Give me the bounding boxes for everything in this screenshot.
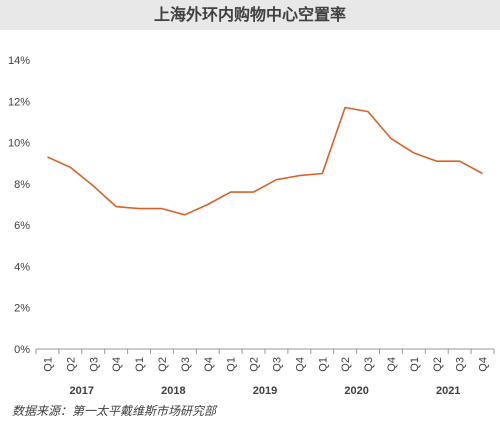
y-axis-ticks: 0% 2% 4% 6% 8% 10% 12% 14% [8, 55, 30, 356]
x-tick-label: Q3 [180, 357, 192, 372]
y-tick-label: 14% [8, 55, 30, 67]
title-bar [0, 0, 500, 30]
x-tick-label: Q4 [294, 357, 306, 372]
y-tick-label: 4% [14, 261, 30, 273]
year-label: 2019 [253, 385, 277, 397]
x-tick-label: Q3 [455, 357, 467, 372]
x-tick-label: Q3 [271, 357, 283, 372]
y-tick-label: 8% [14, 179, 30, 191]
year-label: 2017 [70, 385, 94, 397]
x-tick-label: Q4 [386, 357, 398, 372]
source-note: 数据来源：第一太平戴维斯市场研究部 [12, 404, 217, 418]
year-label: 2021 [436, 385, 460, 397]
x-tick-label: Q1 [42, 357, 54, 372]
x-tick-label: Q2 [249, 357, 261, 372]
x-tick-label: Q2 [340, 357, 352, 372]
year-label: 2018 [161, 385, 185, 397]
x-tick-label: Q4 [111, 357, 123, 372]
x-tick-label: Q2 [157, 357, 169, 372]
x-tick-label: Q4 [203, 357, 215, 372]
x-axis-ticks: Q1 Q2 Q3 Q4 Q1 Q2 Q3 Q4 Q1 Q2 Q3 Q4 Q1 Q2 Q3 Q4 Q1 Q2 Q3 Q4 [35, 349, 495, 372]
y-tick-label: 2% [14, 303, 30, 315]
y-tick-label: 0% [14, 344, 30, 356]
year-label: 2020 [344, 385, 368, 397]
x-tick-label: Q2 [65, 357, 77, 372]
y-tick-label: 6% [14, 220, 30, 232]
x-tick-label: Q1 [134, 357, 146, 372]
x-tick-label: Q3 [88, 357, 100, 372]
y-tick-label: 12% [8, 96, 30, 108]
x-tick-label: Q1 [409, 357, 421, 372]
x-tick-label: Q4 [478, 357, 490, 372]
year-labels: 2017 2018 2019 2020 2021 [70, 385, 461, 397]
x-tick-label: Q2 [432, 357, 444, 372]
chart-title: 上海外环内购物中心空置率 [153, 5, 346, 24]
x-tick-label: Q1 [226, 357, 238, 372]
x-tick-label: Q3 [363, 357, 375, 372]
x-tick-label: Q1 [317, 357, 329, 372]
series-line [47, 106, 483, 216]
y-tick-label: 10% [8, 138, 30, 150]
